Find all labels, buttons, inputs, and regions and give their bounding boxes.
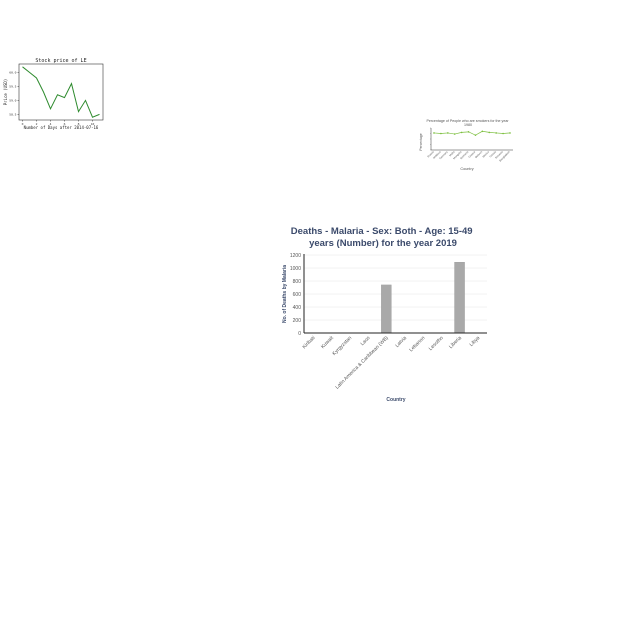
x-tick-label: Latvia — [394, 335, 408, 349]
x-tick-label: 0 — [22, 122, 24, 126]
x-tick-label: 8 — [78, 122, 80, 126]
y-tick-label: 400 — [293, 305, 302, 311]
data-point — [481, 130, 484, 133]
x-tick-label: Lesotho — [428, 335, 445, 352]
data-point — [447, 132, 449, 134]
x-tick-label: 10 — [91, 122, 95, 126]
smokers-chart: Percentage of People who are smokers for… — [414, 114, 524, 176]
y-tick-label: 59.5 — [9, 84, 16, 88]
data-point — [460, 131, 463, 134]
chart-title: Percentage of People who are smokers for… — [426, 119, 509, 127]
x-tick-label: Tunisia — [488, 149, 497, 158]
y-tick-label: 58.5 — [9, 112, 16, 116]
y-axis-label: Price (USD) — [3, 79, 8, 106]
x-tick-label: Germany — [438, 149, 449, 160]
y-axis-label: Percentage — [419, 133, 423, 150]
chart-title: Deaths - Malaria - Sex: Both - Age: 15-4… — [291, 226, 475, 249]
x-tick-label: Belarus — [474, 149, 484, 159]
x-axis-label: Number of Days after 2014-07-16 — [24, 125, 99, 130]
malaria-deaths-chart: Deaths - Malaria - Sex: Both - Age: 15-4… — [270, 218, 510, 408]
bar — [381, 284, 392, 334]
x-tick-label: Greece — [467, 149, 476, 158]
y-tick-label: 59.0 — [9, 98, 16, 102]
x-axis-label: Country — [386, 397, 405, 403]
x-tick-label: 6 — [64, 122, 66, 126]
bar — [454, 262, 465, 334]
y-tick-label: 1200 — [290, 253, 301, 259]
x-axis-label: Country — [460, 167, 473, 171]
data-point — [440, 132, 442, 135]
price-line — [22, 66, 100, 118]
smokers-svg: Percentage of People who are smokers for… — [419, 119, 513, 171]
x-tick-label: 4 — [50, 122, 52, 126]
x-tick-label: Laos — [360, 335, 372, 347]
plot-frame — [18, 63, 104, 121]
stock-price-svg: Stock price of LE Price (USD) Number of … — [3, 58, 104, 130]
y-tick-label: 600 — [293, 292, 302, 298]
stock-price-chart: Stock price of LE Price (USD) Number of … — [0, 54, 110, 134]
data-point — [488, 131, 491, 134]
y-axis-label: No. of Deaths by Malaria — [282, 265, 288, 323]
plot-area: 0 2 4 6 8 10 58.5 59.0 59.5 60.0 — [9, 63, 104, 126]
x-tick-label: Romania — [459, 149, 470, 160]
x-tick-label: Kiribati — [302, 335, 317, 350]
chart-title: Stock price of LE — [35, 58, 86, 64]
data-point — [467, 131, 470, 133]
x-tick-label: Mongolia — [452, 149, 463, 160]
data-point — [474, 134, 477, 136]
y-tick-label: 60.0 — [9, 70, 16, 74]
x-tick-label: Slovenia — [494, 149, 504, 159]
x-tick-label: Kyrgyzstan — [331, 335, 353, 357]
x-tick-label: Liberia — [448, 335, 463, 350]
y-tick-label: 1000 — [290, 266, 301, 272]
x-tick-label: Libya — [469, 335, 482, 348]
data-point — [509, 132, 511, 134]
malaria-svg: Deaths - Malaria - Sex: Both - Age: 15-4… — [282, 226, 487, 403]
x-tick-label: Russia — [426, 149, 435, 158]
data-point — [502, 132, 504, 135]
plot-area: 0 200 400 600 800 1000 1200 Kiribati KuwaitKyrgy… — [290, 253, 487, 391]
y-tick-label: 200 — [293, 318, 302, 324]
x-tick-label: Mexico — [481, 149, 490, 158]
smokers-line — [433, 130, 511, 136]
data-point — [495, 132, 497, 134]
x-tick-label: Moldova — [432, 149, 442, 159]
y-tick-label: 0 — [298, 331, 301, 337]
y-tick-label: 800 — [293, 279, 302, 285]
x-tick-label: Kuwait — [320, 335, 335, 350]
x-tick-label: Malta — [448, 149, 456, 157]
data-point — [433, 132, 435, 134]
x-tick-label: 2 — [36, 122, 38, 126]
x-tick-label: Lebanon — [408, 335, 426, 353]
data-point — [453, 133, 456, 135]
